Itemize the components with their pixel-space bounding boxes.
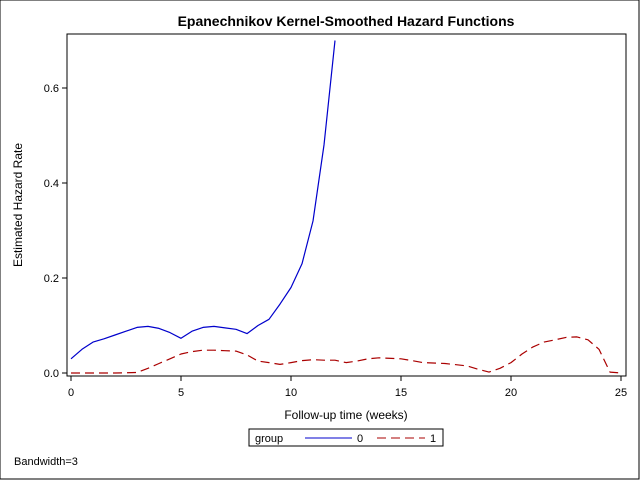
x-axis-label: Follow-up time (weeks) [284, 408, 407, 422]
x-tick-label: 5 [178, 387, 184, 399]
x-tick-label: 10 [285, 387, 297, 399]
bandwidth-footnote: Bandwidth=3 [14, 456, 78, 468]
y-tick-label: 0.0 [44, 368, 59, 380]
series-layer [70, 40, 622, 374]
y-axis-label: Estimated Hazard Rate [11, 143, 25, 267]
y-tick-label: 0.4 [44, 178, 59, 190]
x-tick-label: 20 [505, 387, 517, 399]
plot-frame [66, 33, 627, 377]
chart-title: Epanechnikov Kernel-Smoothed Hazard Func… [178, 13, 515, 29]
series-line-group-1 [71, 336, 622, 374]
legend-entry-1: 1 [430, 433, 436, 445]
legend: group 0 1 [248, 428, 444, 447]
series-line-group-0 [70, 40, 336, 360]
legend-entry-0: 0 [357, 433, 363, 445]
y-tick-label: 0.6 [44, 83, 59, 95]
x-tick-label: 15 [395, 387, 407, 399]
x-tick-label: 25 [615, 387, 627, 399]
x-tick-label: 0 [68, 387, 74, 399]
y-tick-label: 0.2 [44, 273, 59, 285]
legend-title: group [255, 433, 283, 445]
x-axis: 0 5 10 15 20 25 [68, 376, 627, 399]
y-axis: 0.0 0.2 0.4 0.6 [44, 83, 67, 380]
